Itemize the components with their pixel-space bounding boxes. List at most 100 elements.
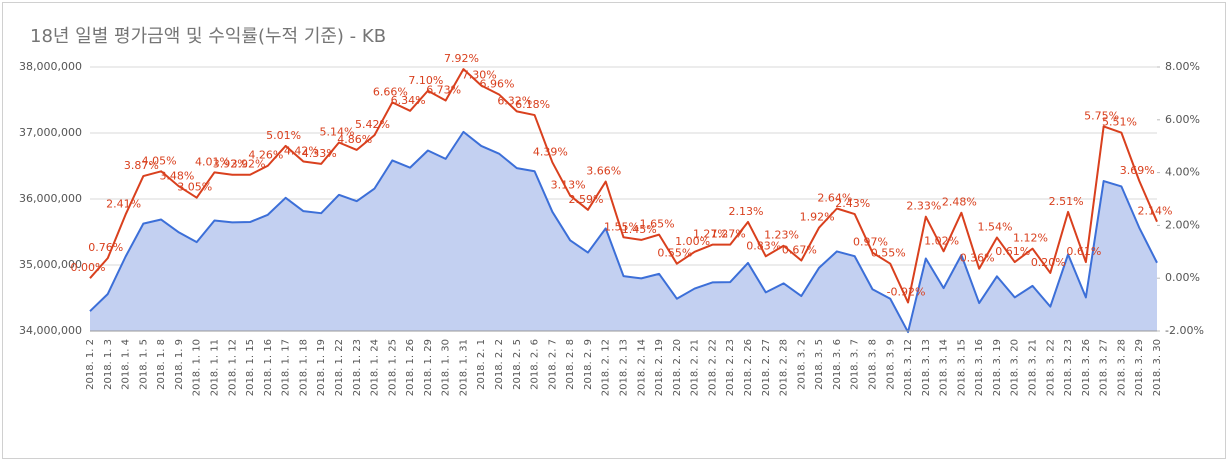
x-tick-label: 2018. 3. 9 <box>885 339 896 390</box>
data-label: 1.12% <box>1013 232 1048 245</box>
data-label: 6.73% <box>426 84 461 97</box>
data-label: 6.32% <box>497 94 532 107</box>
data-label: 3.92% <box>213 158 248 171</box>
x-tick-label: 2018. 2. 19 <box>654 339 665 396</box>
x-tick-label: 2018. 3. 5 <box>814 339 825 390</box>
x-tick-label: 2018. 3. 8 <box>867 339 878 390</box>
data-label: 2.51% <box>1049 195 1084 208</box>
line <box>89 130 1158 334</box>
y-tick-label: 37,000,000 <box>19 126 82 139</box>
data-label: 0.61% <box>995 245 1030 258</box>
data-label: 1.45% <box>622 223 657 236</box>
x-tick-label: 2018. 1. 3 <box>103 339 114 390</box>
x-tick-label: 2018. 2. 23 <box>725 339 736 396</box>
y2-tick-label: -2.00% <box>1165 324 1204 337</box>
x-tick-label: 2018. 1. 10 <box>192 339 203 396</box>
data-label: 4.39% <box>533 145 568 158</box>
x-tick-label: 2018. 3. 6 <box>832 339 843 390</box>
x-tick-label: 2018. 2. 2 <box>494 339 505 390</box>
data-label: 2.33% <box>906 200 941 213</box>
data-label: 0.00% <box>71 261 106 274</box>
data-label: 2.13% <box>729 205 764 218</box>
x-tick-label: 2018. 1. 26 <box>405 339 416 396</box>
x-tick-label: 2018. 3. 19 <box>992 339 1003 396</box>
x-tick-label: 2018. 3. 16 <box>974 339 985 396</box>
data-label: 0.83% <box>746 239 781 252</box>
y2-tick-label: 2.00% <box>1165 218 1200 231</box>
data-label: 1.92% <box>800 211 835 224</box>
x-tick-label: 2018. 2. 27 <box>761 339 772 396</box>
x-tick-label: 2018. 3. 14 <box>939 339 950 396</box>
x-tick-label: 2018. 1. 31 <box>458 339 469 396</box>
x-tick-label: 2018. 2. 28 <box>779 339 790 396</box>
x-tick-label: 2018. 1. 24 <box>370 339 381 396</box>
x-tick-label: 2018. 2. 8 <box>565 339 576 390</box>
x-tick-label: 2018. 2. 22 <box>707 339 718 396</box>
y2-tick-label: 0.00% <box>1165 271 1200 284</box>
x-tick-label: 2018. 3. 22 <box>1045 339 1056 396</box>
data-label: 1.65% <box>640 218 675 231</box>
line <box>89 68 1158 304</box>
data-label: 3.87% <box>124 159 159 172</box>
x-tick-label: 2018. 1. 19 <box>316 339 327 396</box>
x-tick-label: 2018. 2. 20 <box>672 339 683 396</box>
x-tick-label: 2018. 1. 9 <box>174 339 185 390</box>
x-tick-label: 2018. 1. 25 <box>387 339 398 396</box>
x-tick-label: 2018. 3. 21 <box>1028 339 1039 396</box>
data-label: 0.20% <box>1031 256 1066 269</box>
x-tick-label: 2018. 2. 14 <box>636 339 647 396</box>
area <box>90 131 1157 333</box>
x-tick-label: 2018. 3. 30 <box>1152 339 1163 396</box>
data-label: 4.05% <box>142 154 177 167</box>
data-label: 4.33% <box>302 147 337 160</box>
x-tick-label: 2018. 1. 29 <box>423 339 434 396</box>
data-label: 0.36% <box>960 252 995 265</box>
x-tick-label: 2018. 2. 5 <box>512 339 523 390</box>
y-tick-label: 34,000,000 <box>19 324 82 337</box>
x-tick-label: 2018. 2. 21 <box>690 339 701 396</box>
data-label: 5.01% <box>266 129 301 142</box>
y2-tick-label: 6.00% <box>1165 113 1200 126</box>
x-tick-label: 2018. 3. 2 <box>796 339 807 390</box>
data-label: 0.61% <box>1066 245 1101 258</box>
data-label: 6.18% <box>515 98 550 111</box>
data-label: 1.02% <box>924 234 959 247</box>
data-label: 0.76% <box>88 241 123 254</box>
data-label: 6.66% <box>373 85 408 98</box>
x-tick-label: 2018. 1. 12 <box>227 339 238 396</box>
data-label: 5.42% <box>355 118 390 131</box>
data-label: 1.23% <box>764 229 799 242</box>
x-tick-label: 2018. 1. 2 <box>85 339 96 390</box>
x-tick-label: 2018. 1. 30 <box>441 339 452 396</box>
data-label: 3.05% <box>177 181 212 194</box>
data-label: 1.55% <box>604 220 639 233</box>
x-tick-label: 2018. 2. 9 <box>583 339 594 390</box>
y-tick-label: 36,000,000 <box>19 192 82 205</box>
x-tick-label: 2018. 1. 8 <box>156 339 167 390</box>
x-tick-label: 2018. 3. 23 <box>1063 339 1074 396</box>
data-label: 7.30% <box>462 68 497 81</box>
data-label: 1.54% <box>977 221 1012 234</box>
x-tick-label: 2018. 3. 29 <box>1134 339 1145 396</box>
x-tick-label: 2018. 2. 1 <box>476 339 487 390</box>
data-label: 1.27% <box>693 228 728 241</box>
x-tick-label: 2018. 3. 27 <box>1099 339 1110 396</box>
data-label: 0.55% <box>657 247 692 260</box>
y2-tick-label: 4.00% <box>1165 166 1200 179</box>
data-label: 1.27% <box>711 228 746 241</box>
data-label: 4.01% <box>195 155 230 168</box>
data-label: 4.26% <box>248 149 283 162</box>
data-label: 7.92% <box>444 52 479 65</box>
data-label: 2.64% <box>817 192 852 205</box>
data-label: 3.13% <box>551 179 586 192</box>
data-label: 4.42% <box>284 145 319 158</box>
data-label: 3.48% <box>159 169 194 182</box>
x-tick-label: 2018. 1. 17 <box>281 339 292 396</box>
x-tick-label: 2018. 1. 23 <box>352 339 363 396</box>
data-label: 0.55% <box>871 247 906 260</box>
data-label: 3.66% <box>586 165 621 178</box>
data-label: 5.75% <box>1084 109 1119 122</box>
y2-tick-label: 8.00% <box>1165 60 1200 73</box>
x-tick-label: 2018. 2. 7 <box>547 339 558 390</box>
